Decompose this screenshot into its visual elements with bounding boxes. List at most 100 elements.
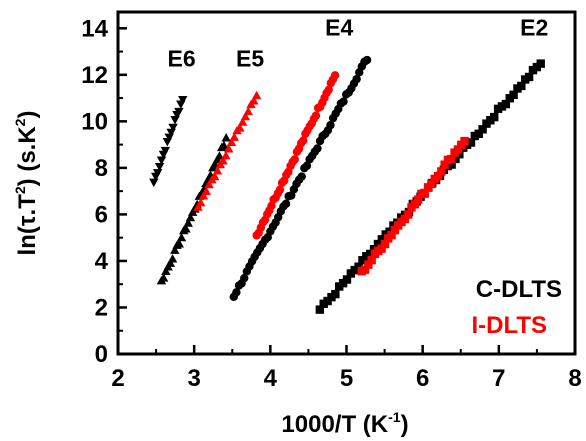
marker-e2-c-dlts	[366, 249, 375, 259]
marker-e2-i-dlts	[460, 136, 469, 146]
x-tick-label: 7	[492, 365, 505, 392]
marker-e2-c-dlts	[501, 99, 511, 109]
marker-e4-c-dlts	[339, 97, 348, 106]
marker-e5-c-dlts	[183, 218, 193, 227]
trap-label-e6: E6	[168, 46, 196, 72]
x-tick-label: 3	[187, 365, 200, 392]
marker-e2-i-dlts	[413, 195, 423, 204]
marker-e2-c-dlts	[509, 90, 518, 99]
marker-e5-i-dlts	[237, 117, 248, 126]
marker-e4-c-dlts	[313, 144, 322, 153]
marker-e2-c-dlts	[490, 112, 499, 122]
marker-e6-c-dlts	[154, 162, 165, 172]
marker-e4-c-dlts	[352, 74, 361, 84]
trap-label-e5: E5	[236, 46, 264, 72]
marker-e2-i-dlts	[437, 167, 446, 176]
marker-e4-i-dlts	[311, 111, 321, 120]
marker-e2-c-dlts	[455, 149, 464, 159]
marker-e4-i-dlts	[290, 155, 299, 164]
marker-e2-i-dlts	[433, 171, 443, 181]
marker-e4-i-dlts	[267, 201, 276, 211]
marker-e2-i-dlts	[410, 200, 420, 209]
marker-e5-c-dlts	[214, 151, 225, 160]
y-tick-label: 10	[81, 108, 108, 135]
marker-e4-c-dlts	[232, 288, 241, 297]
marker-e2-c-dlts	[373, 239, 383, 249]
marker-e4-c-dlts	[240, 273, 249, 283]
legend-i-dlts: I-DLTS	[471, 312, 547, 339]
marker-e5-i-dlts	[212, 166, 223, 175]
marker-e5-c-dlts	[181, 224, 191, 233]
marker-e2-i-dlts	[390, 226, 400, 235]
marker-e4-c-dlts	[326, 120, 335, 130]
y-tick-label: 0	[95, 341, 108, 368]
marker-e5-i-dlts	[240, 111, 251, 121]
marker-e5-i-dlts	[223, 144, 234, 153]
x-tick-label: 6	[416, 365, 429, 392]
data-markers	[149, 55, 545, 314]
marker-e6-c-dlts	[149, 178, 159, 188]
marker-e5-i-dlts	[193, 202, 203, 211]
marker-e5-i-dlts	[218, 156, 228, 165]
marker-e4-i-dlts	[324, 85, 333, 95]
marker-e5-i-dlts	[243, 106, 253, 116]
marker-e5-i-dlts	[196, 198, 206, 207]
marker-e4-c-dlts	[302, 161, 312, 170]
x-tick-label: 2	[111, 365, 124, 392]
marker-e5-c-dlts	[221, 133, 231, 142]
y-tick-label: 12	[81, 62, 108, 89]
marker-e2-i-dlts	[440, 160, 449, 169]
marker-e4-i-dlts	[299, 136, 308, 145]
marker-e2-i-dlts	[360, 265, 370, 274]
marker-e2-c-dlts	[517, 81, 526, 91]
marker-e2-c-dlts	[447, 160, 456, 169]
marker-e2-c-dlts	[478, 125, 487, 134]
marker-e6-c-dlts	[174, 107, 184, 117]
marker-e6-c-dlts	[152, 169, 163, 178]
marker-e2-c-dlts	[377, 235, 387, 244]
marker-e2-c-dlts	[474, 129, 483, 138]
x-axis-label: 1000/T (K-1)	[281, 409, 408, 438]
y-tick-label: 2	[95, 294, 108, 321]
trap-labels: E6 E5 E4 E2	[168, 14, 549, 71]
marker-e4-c-dlts	[281, 199, 291, 208]
marker-e2-i-dlts	[364, 260, 373, 269]
marker-e5-i-dlts	[198, 191, 209, 200]
marker-e2-i-dlts	[427, 179, 436, 189]
marker-e2-c-dlts	[536, 59, 545, 68]
marker-e2-i-dlts	[447, 154, 456, 164]
legend-c-dlts: C-DLTS	[476, 276, 562, 303]
marker-e6-c-dlts	[168, 123, 178, 133]
trap-label-e2: E2	[520, 14, 548, 40]
marker-e5-i-dlts	[235, 123, 245, 132]
marker-e4-c-dlts	[297, 172, 306, 181]
legend: C-DLTS I-DLTS	[471, 276, 562, 339]
marker-e4-i-dlts	[275, 185, 285, 194]
marker-e6-c-dlts	[160, 146, 171, 156]
y-tick-label: 8	[95, 155, 108, 182]
marker-e2-i-dlts	[403, 210, 413, 219]
marker-e2-i-dlts	[453, 145, 463, 154]
marker-e5-i-dlts	[221, 150, 231, 160]
marker-e2-c-dlts	[315, 305, 325, 314]
marker-e2-i-dlts	[377, 244, 386, 253]
marker-e5-i-dlts	[226, 137, 237, 147]
marker-e5-i-dlts	[249, 96, 259, 105]
marker-e2-i-dlts	[367, 255, 376, 265]
marker-e5-c-dlts	[165, 258, 176, 267]
marker-e2-i-dlts	[420, 188, 429, 198]
marker-e6-c-dlts	[178, 95, 188, 105]
marker-e2-c-dlts	[342, 275, 352, 284]
y-tick-label: 4	[95, 248, 109, 275]
marker-e5-c-dlts	[158, 273, 169, 282]
marker-e2-i-dlts	[387, 230, 396, 240]
x-tick-label: 4	[264, 365, 278, 392]
marker-e2-i-dlts	[380, 239, 390, 249]
x-tick-label: 5	[340, 365, 353, 392]
marker-e2-c-dlts	[331, 289, 340, 299]
marker-e5-c-dlts	[170, 245, 180, 254]
marker-e2-c-dlts	[354, 262, 363, 271]
marker-e2-c-dlts	[369, 245, 379, 254]
